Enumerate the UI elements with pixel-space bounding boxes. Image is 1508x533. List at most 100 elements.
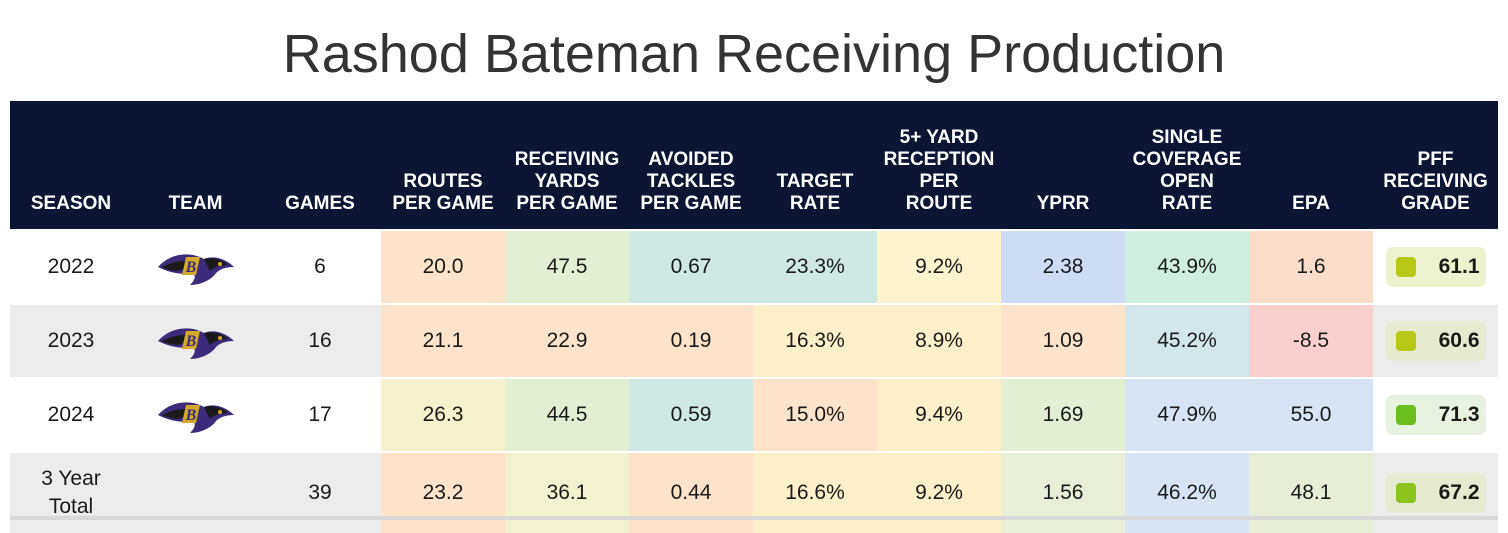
cell-season: 2022 [10, 229, 132, 304]
header-single: SINGLE COVERAGE OPEN RATE [1125, 101, 1249, 230]
header-line: AVOIDED [648, 149, 734, 170]
total-row: 3 Year Total 39 23.2 36.1 0.44 16.6% 9.2% 1.56 46… [10, 451, 1498, 533]
header-line: SINGLE [1151, 127, 1223, 148]
ravens-logo-icon: B [157, 328, 234, 359]
stats-table: SEASON TEAM GAMES ROUTES PER GAME RECEIVI… [10, 101, 1498, 533]
season-row: 2023 B 16 21.1 22.9 0.19 16.3% 8.9% 1.09 45.2% -8.… [10, 303, 1498, 378]
cell-target: 23.3% [753, 229, 877, 304]
cell-yprr: 1.09 [1001, 303, 1125, 378]
cell-yards: 22.9 [505, 303, 629, 378]
svg-text:B: B [184, 407, 196, 424]
cell-games: 39 [259, 451, 381, 533]
header-games: GAMES [259, 101, 381, 230]
cell-target: 15.0% [753, 377, 877, 452]
cell-team: B [132, 377, 259, 452]
header-team: TEAM [132, 101, 259, 230]
bottom-rule [10, 516, 1498, 520]
header-line: RATE [789, 193, 841, 214]
grade-value: 67.2 [1438, 481, 1480, 504]
header-yards: RECEIVING YARDS PER GAME [505, 101, 629, 230]
grade-badge: 71.3 [1385, 395, 1486, 435]
header-line: TACKLES [646, 171, 736, 192]
cell-yards: 47.5 [505, 229, 629, 304]
cell-fiveplus: 9.2% [877, 451, 1001, 533]
cell-fiveplus: 8.9% [877, 303, 1001, 378]
cell-season: 2024 [10, 377, 132, 452]
grade-value: 61.1 [1438, 255, 1480, 278]
header-season: SEASON [10, 101, 132, 230]
chart-title: Rashod Bateman Receiving Production [282, 24, 1226, 84]
header-line: ROUTES [403, 171, 483, 192]
grade-badge: 60.6 [1385, 321, 1486, 361]
cell-yards: 44.5 [505, 377, 629, 452]
svg-text:B: B [184, 259, 196, 276]
ravens-logo-icon: B [157, 254, 234, 285]
season-row: 2024 B 17 26.3 44.5 0.59 15.0% 9.4% 1.69 47.9% 55.… [10, 377, 1498, 452]
cell-yprr: 1.56 [1001, 451, 1125, 533]
season-line: 3 Year [41, 467, 101, 490]
header-fiveplus: 5+ YARD RECEPTION PER ROUTE [877, 101, 1001, 230]
header-line: PER GAME [640, 193, 742, 214]
header-line: ROUTE [905, 193, 973, 214]
header-line: COVERAGE [1132, 149, 1242, 170]
cell-fiveplus: 9.2% [877, 229, 1001, 304]
header-line: RATE [1161, 193, 1213, 214]
grade-value: 60.6 [1438, 329, 1480, 352]
cell-games: 16 [259, 303, 381, 378]
grade-value: 71.3 [1438, 403, 1480, 426]
cell-fiveplus: 9.4% [877, 377, 1001, 452]
cell-team [132, 451, 259, 533]
cell-epa: 55.0 [1249, 377, 1373, 452]
header-grade: PFF RECEIVING GRADE [1373, 101, 1498, 230]
header-epa: EPA [1249, 101, 1373, 230]
header-line: PFF [1417, 149, 1454, 170]
cell-season: 2023 [10, 303, 132, 378]
cell-epa: -8.5 [1249, 303, 1373, 378]
cell-target: 16.6% [753, 451, 877, 533]
header-avoided: AVOIDED TACKLES PER GAME [629, 101, 753, 230]
header-line: TARGET [776, 171, 854, 192]
cell-single: 43.9% [1125, 229, 1249, 304]
cell-yards: 36.1 [505, 451, 629, 533]
cell-epa: 1.6 [1249, 229, 1373, 304]
cell-routes: 23.2 [381, 451, 505, 533]
cell-yprr: 1.69 [1001, 377, 1125, 452]
header-line: RECEIVING [1383, 171, 1488, 192]
grade-badge: 67.2 [1385, 473, 1486, 513]
header-row: SEASON TEAM GAMES ROUTES PER GAME RECEIVI… [10, 101, 1498, 230]
cell-grade: 60.6 [1373, 303, 1498, 378]
cell-avoided: 0.19 [629, 303, 753, 378]
cell-games: 6 [259, 229, 381, 304]
header-routes: ROUTES PER GAME [381, 101, 505, 230]
cell-grade: 71.3 [1373, 377, 1498, 452]
cell-grade: 67.2 [1373, 451, 1498, 533]
svg-text:B: B [184, 333, 196, 350]
header-line: 5+ YARD [899, 127, 979, 148]
cell-single: 46.2% [1125, 451, 1249, 533]
header-line: PER GAME [392, 193, 494, 214]
header-line: OPEN [1160, 171, 1214, 192]
cell-yprr: 2.38 [1001, 229, 1125, 304]
header-line: GRADE [1401, 193, 1470, 214]
grade-square-icon [1395, 483, 1416, 503]
grade-square-icon [1395, 405, 1416, 425]
cell-avoided: 0.59 [629, 377, 753, 452]
cell-routes: 20.0 [381, 229, 505, 304]
header-line: RECEIVING [514, 149, 620, 170]
cell-avoided: 0.44 [629, 451, 753, 533]
cell-team: B [132, 229, 259, 304]
cell-single: 47.9% [1125, 377, 1249, 452]
header-line: PER GAME [516, 193, 618, 214]
season-line: Total [48, 495, 94, 518]
header-line: RECEPTION [883, 149, 995, 170]
header-target: TARGET RATE [753, 101, 877, 230]
header-yprr: YPRR [1001, 101, 1125, 230]
cell-games: 17 [259, 377, 381, 452]
header-line: PER [919, 171, 959, 192]
header-line: YARDS [534, 171, 600, 192]
cell-team: B [132, 303, 259, 378]
ravens-logo-icon: B [157, 402, 234, 433]
cell-routes: 21.1 [381, 303, 505, 378]
grade-square-icon [1395, 331, 1416, 351]
grade-square-icon [1395, 257, 1416, 277]
